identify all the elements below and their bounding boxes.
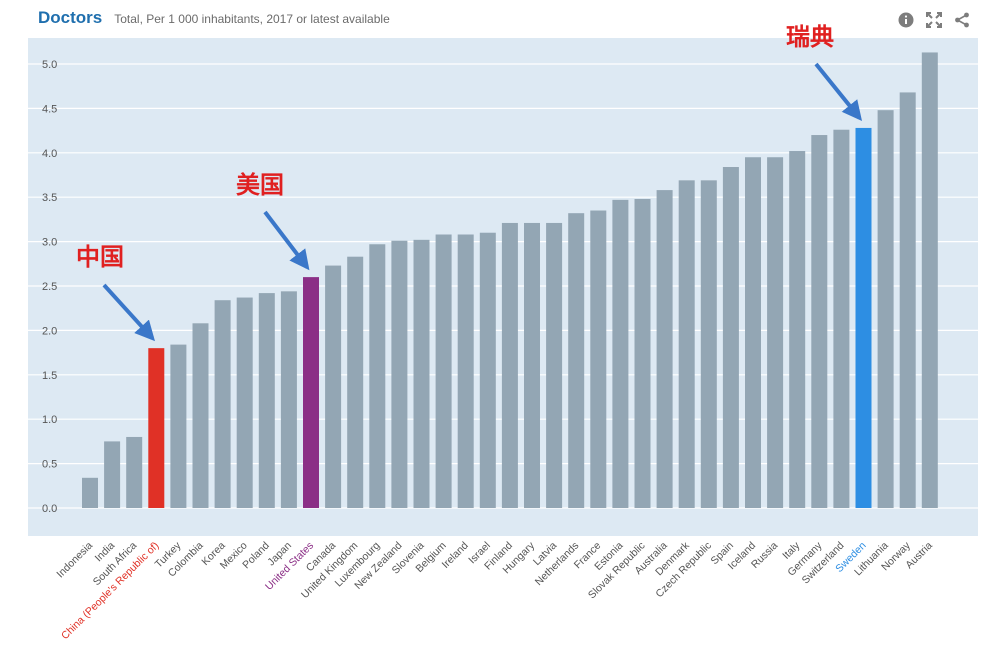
bar[interactable] — [82, 477, 98, 508]
bar[interactable] — [303, 277, 319, 508]
bar[interactable] — [457, 234, 474, 508]
bar[interactable] — [479, 232, 496, 508]
bar[interactable] — [678, 180, 695, 508]
annotation-arrow — [102, 283, 155, 342]
bar[interactable] — [104, 441, 121, 508]
bar[interactable] — [855, 127, 872, 508]
chart-toolbar — [898, 12, 970, 28]
chart-title: Doctors — [38, 8, 103, 27]
y-tick-label: 2.5 — [42, 281, 57, 293]
bar[interactable] — [612, 199, 629, 508]
chart-subtitle: Total, Per 1 000 inhabitants, 2017 or la… — [114, 12, 390, 26]
x-tick-label: Indonesia — [54, 540, 95, 581]
annotation-arrow — [263, 210, 310, 271]
bar[interactable] — [413, 239, 430, 508]
y-tick-label: 4.0 — [42, 148, 57, 160]
bar[interactable] — [656, 190, 673, 508]
bar[interactable] — [634, 198, 651, 508]
annotations: 中国 美国 瑞典 — [76, 23, 863, 342]
y-tick-label: 5.0 — [42, 59, 57, 71]
bar[interactable] — [811, 135, 828, 509]
bar[interactable] — [745, 157, 761, 509]
bar[interactable] — [899, 92, 916, 508]
info-icon[interactable] — [898, 12, 914, 28]
y-tick-label: 4.5 — [42, 103, 57, 115]
bar[interactable] — [501, 222, 518, 508]
bar[interactable] — [789, 151, 806, 509]
bar[interactable] — [126, 436, 143, 508]
y-axis-ticks: 0.0 0.5 1.0 1.5 2.0 2.5 3.0 3.5 4.0 4.5 5.0 — [42, 59, 57, 515]
bar[interactable] — [170, 344, 187, 508]
bar[interactable] — [347, 256, 364, 508]
bar[interactable] — [767, 157, 784, 509]
bar[interactable] — [700, 180, 717, 508]
bar[interactable] — [236, 297, 253, 508]
bar[interactable] — [148, 348, 165, 508]
bar[interactable] — [921, 52, 938, 509]
annotation-arrow — [814, 62, 863, 122]
bar[interactable] — [722, 167, 739, 508]
y-tick-label: 3.0 — [42, 237, 57, 249]
bar[interactable] — [192, 323, 209, 508]
bar[interactable] — [546, 222, 563, 508]
annotation-label: 瑞典 — [786, 23, 834, 51]
bar[interactable] — [590, 210, 607, 508]
bar[interactable] — [568, 213, 585, 508]
annotation-label: 中国 — [76, 243, 124, 271]
y-tick-label: 1.0 — [42, 414, 57, 426]
bar[interactable] — [214, 300, 231, 508]
chart-header: Doctors Total, Per 1 000 inhabitants, 20… — [38, 8, 390, 34]
y-tick-label: 0.0 — [42, 503, 57, 515]
y-tick-label: 3.5 — [42, 192, 57, 204]
bar[interactable] — [258, 293, 275, 508]
y-tick-label: 1.5 — [42, 370, 57, 382]
y-tick-label: 2.0 — [42, 325, 57, 337]
y-tick-label: 0.5 — [42, 459, 57, 471]
bar[interactable] — [369, 244, 386, 509]
bar[interactable] — [833, 129, 850, 508]
bars — [82, 52, 938, 509]
bar[interactable] — [391, 240, 408, 508]
annotation-label: 美国 — [236, 171, 284, 199]
bar[interactable] — [877, 110, 894, 509]
bar[interactable] — [524, 222, 540, 508]
expand-icon[interactable] — [926, 12, 942, 28]
bar[interactable] — [435, 234, 452, 508]
bar[interactable] — [280, 291, 297, 508]
share-icon[interactable] — [954, 12, 970, 28]
bar[interactable] — [325, 265, 342, 508]
